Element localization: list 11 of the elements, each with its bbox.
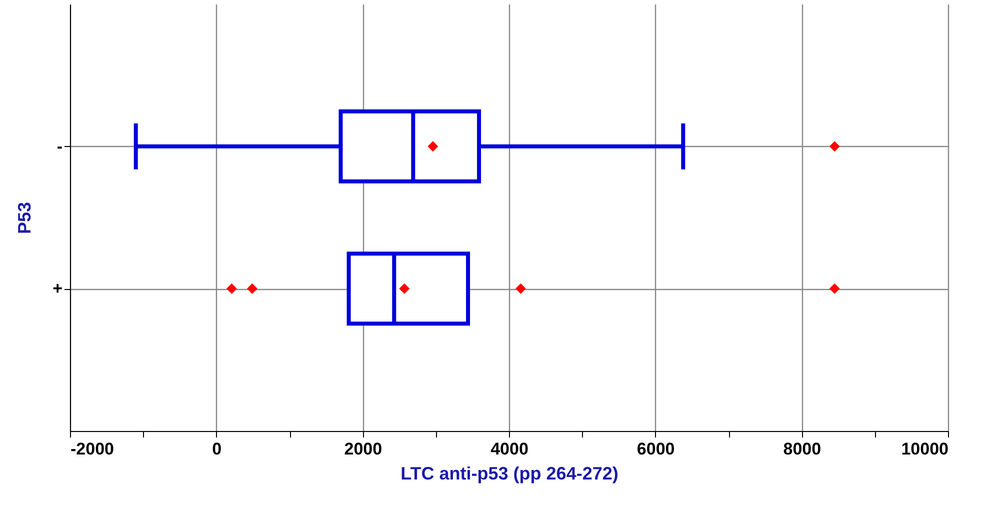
y-tick-label: + [52, 279, 63, 298]
x-tick-label: -2000 [70, 440, 114, 458]
x-tick-label: 4000 [490, 440, 528, 458]
x-tick-label: 6000 [636, 440, 675, 458]
y-axis-title: P53 [14, 202, 35, 234]
x-axis-title: LTC anti-p53 (pp 264-272) [400, 464, 618, 484]
x-tick-label: 2000 [344, 440, 382, 458]
x-tick-label: 8000 [783, 440, 822, 458]
x-tick-label: 10000 [901, 440, 948, 458]
y-tick-label: - [56, 136, 62, 156]
x-tick-label: 0 [212, 440, 222, 458]
